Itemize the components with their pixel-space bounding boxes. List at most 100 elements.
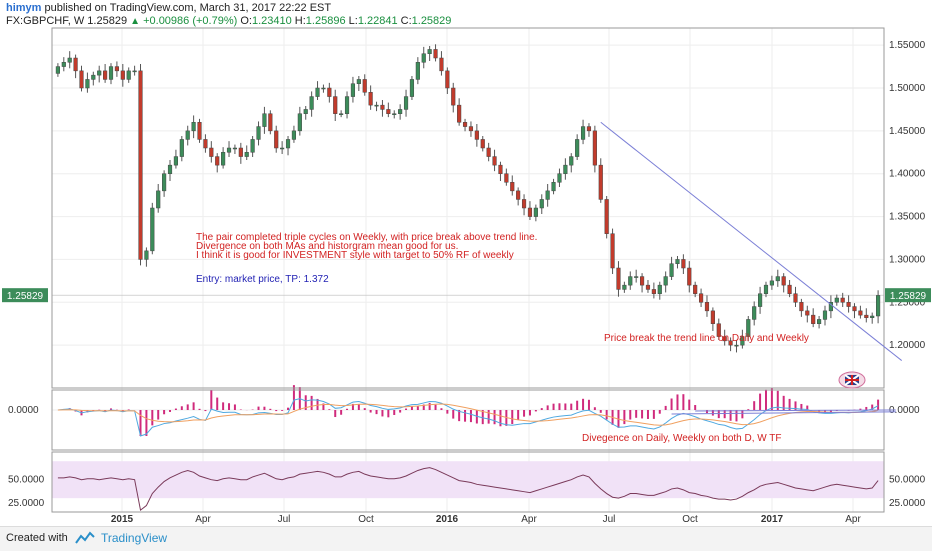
x-tick-label: Jul [278, 514, 291, 525]
candle-body [870, 315, 875, 318]
candle-body [846, 302, 851, 307]
annotation-line-3: I think it is good for INVESTMENT style … [196, 250, 514, 261]
candle-body [61, 62, 66, 67]
candle-body [527, 207, 533, 217]
candle-body [575, 139, 580, 157]
candle-body [114, 66, 119, 72]
candle-body [439, 57, 444, 72]
candle-body [622, 284, 627, 290]
candle-body [67, 57, 72, 63]
candle-body [433, 49, 438, 59]
candle-body [516, 190, 521, 200]
candle-body [580, 126, 586, 140]
candle-body [268, 113, 273, 132]
candle-body [728, 340, 733, 346]
candle-body [663, 276, 668, 286]
candle-body [610, 233, 615, 269]
trend-line [600, 121, 903, 361]
candle-body [639, 276, 645, 286]
candle-body [185, 130, 190, 140]
candle-body [698, 293, 704, 303]
price-label-box-left [2, 288, 48, 303]
candle-body [675, 259, 680, 264]
close-label: C: [400, 15, 412, 27]
candle-body [362, 79, 367, 93]
x-tick-label: 2017 [761, 514, 784, 525]
candle-body [498, 164, 503, 174]
tradingview-brand[interactable]: TradingView [101, 531, 168, 545]
close-value: 1.25829 [411, 15, 452, 27]
macd-line [57, 398, 879, 437]
candle-body [256, 126, 261, 140]
divergence-line-2 [671, 411, 896, 415]
signal-line [57, 403, 879, 426]
candle-body [557, 173, 562, 183]
x-tick-label: Jul [603, 514, 616, 525]
uk-flag-icon[interactable] [838, 371, 866, 389]
chart-canvas[interactable]: 2015 Apr Jul Oct 2016 Apr Jul Oct 2017 Apr 1.55000… [0, 0, 932, 526]
high-label: H: [294, 15, 306, 27]
candle-body [693, 284, 698, 294]
candle-body [415, 62, 420, 80]
open-label: O: [240, 15, 252, 27]
candle-body [209, 147, 214, 157]
candle-body [722, 336, 727, 342]
candle-body [510, 182, 515, 192]
candle-body [645, 284, 651, 290]
candle-body [805, 310, 810, 316]
candle-body [710, 310, 715, 324]
price-label-right: 1.25829 [890, 291, 927, 302]
candle-body [350, 83, 356, 97]
candle-body [380, 104, 385, 110]
candle-body [262, 113, 267, 127]
candle-body [651, 289, 656, 294]
price-label-left: 1.25829 [7, 291, 44, 302]
candle-body [285, 139, 291, 149]
low-label: L: [348, 15, 358, 27]
trend-break-annotation: Price break the trend line on Daily and … [604, 333, 809, 344]
candle-body [840, 297, 845, 303]
candle-body [769, 280, 774, 286]
candle-body [138, 70, 143, 260]
candle-body [162, 173, 167, 192]
rsi-line [57, 467, 879, 512]
candle-body [822, 310, 828, 320]
candle-body [669, 263, 674, 277]
candle-body [492, 156, 497, 166]
candle-body [616, 267, 621, 290]
candle-body [445, 70, 450, 89]
candle-body [787, 284, 792, 294]
created-with-text: Created with [6, 532, 68, 544]
candle-body [309, 96, 314, 110]
candle-body [108, 66, 114, 80]
candle-body [91, 74, 96, 80]
candle-body [734, 344, 739, 347]
pane-border [51, 389, 885, 451]
macd-tick-right: 0.0000 [889, 405, 920, 416]
pane-border [51, 27, 885, 389]
annotation-line-2: Divergence on both MAs and historgram me… [196, 241, 458, 252]
candle-body [604, 199, 609, 234]
candle-body [586, 126, 592, 132]
candle-body [368, 92, 373, 106]
publish-line: himym published on TradingView.com, Marc… [6, 2, 331, 14]
candle-body [356, 79, 361, 84]
candle-body [628, 276, 633, 286]
candle-body [156, 190, 161, 209]
tradingview-logo-icon[interactable] [75, 531, 95, 545]
symbol-label: FX:GBPCHF, W [6, 15, 85, 27]
candle-body [191, 122, 196, 132]
y-tick-label: 1.40000 [889, 169, 926, 180]
y-tick-label: 1.45000 [889, 126, 926, 137]
candle-body [817, 319, 822, 324]
price-label-box [885, 288, 931, 303]
candle-body [409, 79, 415, 97]
candle-body [232, 147, 238, 150]
author-name[interactable]: himym [6, 2, 42, 14]
entry-annotation: Entry: market price, TP: 1.372 [196, 274, 329, 285]
candle-body [315, 87, 320, 97]
macd-tick-left: 0.0000 [8, 405, 39, 416]
footer-bar: Created with TradingView [0, 526, 932, 551]
candle-body [834, 297, 839, 303]
price-change: +0.00986 (+0.79%) [143, 15, 238, 27]
